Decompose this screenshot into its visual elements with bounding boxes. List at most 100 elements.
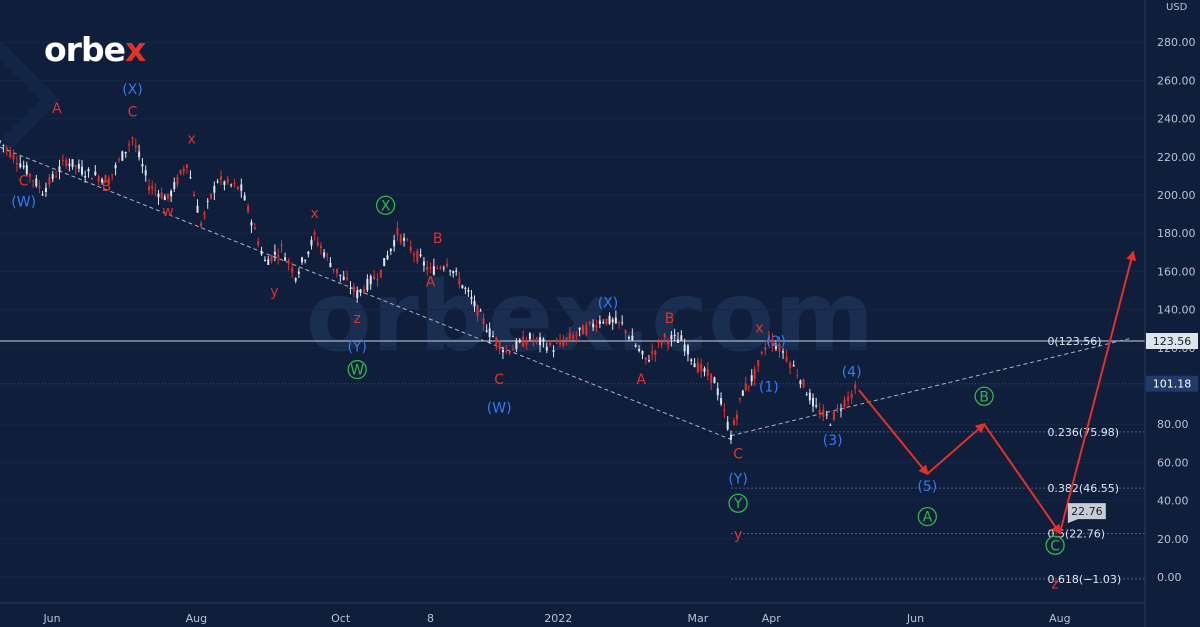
wave-label: B — [102, 179, 112, 195]
candle-body — [280, 244, 283, 246]
candle-body — [44, 187, 47, 192]
candle-body — [163, 196, 166, 201]
candle-body — [349, 287, 352, 289]
candle-body — [792, 364, 795, 367]
candle-body — [38, 185, 41, 189]
candle-body — [479, 310, 482, 312]
candle-body — [720, 398, 723, 405]
candle-body — [621, 322, 624, 324]
wave-label-circle — [375, 195, 396, 215]
wave-label: W — [350, 363, 364, 379]
candle-body — [111, 173, 114, 175]
x-tick-label: 2022 — [544, 612, 572, 625]
candle-body — [55, 176, 58, 178]
candle-body — [644, 357, 647, 361]
candle-body — [677, 339, 680, 343]
wave-label: (X) — [122, 82, 143, 98]
candle-body — [216, 181, 219, 183]
candle-body — [429, 267, 432, 269]
y-tick-label: 240.00 — [1157, 113, 1196, 126]
candle-body — [124, 151, 127, 154]
wave-label: (2) — [766, 334, 786, 350]
wave-label: z — [1051, 576, 1058, 592]
candle-body — [101, 179, 104, 183]
candle-body — [369, 276, 372, 285]
candle-body — [741, 390, 744, 396]
candle-body — [706, 369, 709, 376]
x-tick-label: Apr — [762, 612, 782, 625]
wave-label: A — [426, 275, 436, 291]
candle-body — [339, 274, 342, 276]
candle-body — [144, 170, 147, 176]
candle-body — [467, 290, 470, 292]
candle-body — [58, 166, 61, 172]
candle-body — [495, 337, 498, 345]
candle-body — [452, 271, 455, 274]
candle-body — [723, 409, 726, 411]
candle-body — [515, 340, 518, 350]
candle-body — [667, 340, 670, 345]
wave-label: z — [354, 311, 361, 327]
candle-body — [458, 278, 461, 285]
wave-label: C — [1050, 538, 1060, 554]
candle-body — [273, 251, 276, 255]
trendline — [730, 337, 1131, 437]
y-tick-label: 260.00 — [1157, 74, 1196, 87]
candle-body — [535, 337, 538, 339]
candle-body — [399, 234, 402, 243]
candle-body — [51, 174, 54, 179]
candle-body — [9, 150, 12, 158]
fib-label: 0(123.56) — [1047, 335, 1101, 348]
logo-accent: x — [124, 30, 146, 69]
candle-body — [696, 362, 699, 373]
logo-text: orbe — [44, 30, 126, 69]
candle-body — [572, 334, 575, 340]
candle-body — [233, 182, 236, 184]
candle-body — [808, 392, 811, 401]
candle-body — [426, 266, 429, 270]
candle-body — [588, 321, 591, 324]
candle-body — [419, 254, 422, 257]
candle-body — [439, 267, 442, 269]
candle-body — [602, 322, 605, 324]
wave-label-circle — [1045, 535, 1065, 555]
candle-body — [638, 349, 641, 352]
candle-body — [532, 339, 535, 341]
candle-body — [5, 147, 8, 150]
resistance-price-tag-bg — [1146, 333, 1198, 350]
candle-body — [366, 279, 369, 291]
background-chevron-left — [0, 40, 60, 160]
wave-label: B — [433, 231, 443, 247]
candle-body — [35, 178, 38, 186]
candle-body — [206, 200, 209, 202]
candle-body — [735, 414, 738, 420]
candle-body — [608, 315, 611, 324]
candle-body — [383, 258, 386, 267]
wave-label: (5) — [917, 479, 937, 495]
candle-body — [200, 223, 203, 227]
candle-body — [412, 253, 415, 256]
candle-body — [565, 337, 568, 340]
candle-body — [673, 334, 676, 336]
trendline — [0, 146, 732, 440]
candle-body — [160, 192, 163, 199]
candle-body — [356, 290, 359, 299]
candle-body — [277, 254, 280, 257]
forecast-arrow — [926, 422, 986, 475]
candle-body — [373, 276, 376, 280]
target-callout-bg — [1067, 503, 1106, 524]
candle-body — [436, 267, 439, 269]
candle-body — [449, 270, 452, 272]
candle-body — [329, 263, 332, 268]
candle-body — [815, 405, 818, 407]
candle-body — [836, 407, 839, 409]
x-tick-label: Aug — [1049, 612, 1070, 625]
candle-body — [840, 409, 843, 411]
candle-body — [196, 205, 199, 213]
candle-body — [575, 334, 578, 336]
candle-body — [226, 178, 229, 183]
candle-body — [744, 383, 747, 391]
